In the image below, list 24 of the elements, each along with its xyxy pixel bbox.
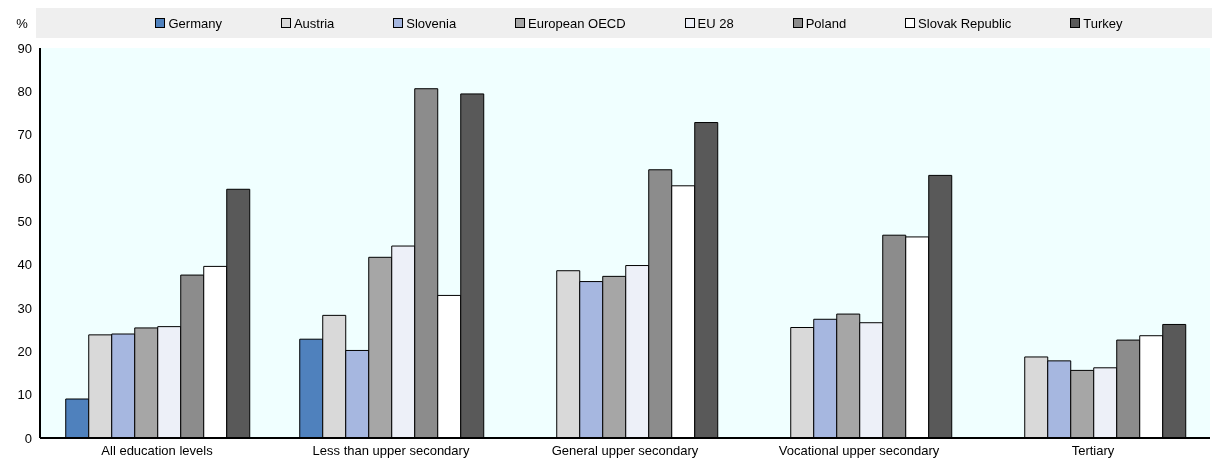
y-axis-title: % xyxy=(15,15,29,31)
legend-label: Austria xyxy=(293,15,335,31)
y-tick-label: 10 xyxy=(17,387,32,403)
x-tick-label: Less than upper secondary xyxy=(312,443,470,459)
y-tick-label: 50 xyxy=(17,213,32,229)
y-tick-label: 40 xyxy=(17,257,32,273)
y-tick-label: 70 xyxy=(17,127,32,143)
legend-label: Germany xyxy=(168,15,222,31)
legend-label: Slovak Republic xyxy=(918,15,1012,31)
y-tick-label: 0 xyxy=(24,430,32,446)
legend-label: Slovenia xyxy=(406,15,457,31)
y-tick-label: 80 xyxy=(17,83,32,99)
legend-label: Poland xyxy=(805,15,847,31)
legend-label: Turkey xyxy=(1083,15,1123,31)
legend-label: European OECD xyxy=(528,15,626,31)
y-tick-label: 60 xyxy=(17,170,32,186)
y-tick-label: 90 xyxy=(17,40,32,56)
y-tick-label: 30 xyxy=(17,300,32,316)
x-tick-label: Vocational upper secondary xyxy=(778,443,940,459)
x-tick-label: Tertiary xyxy=(1071,443,1115,459)
y-tick-label: 20 xyxy=(17,343,32,359)
x-tick-label: General upper secondary xyxy=(551,443,699,459)
legend-label: EU 28 xyxy=(697,15,734,31)
x-tick-label: All education levels xyxy=(101,443,214,459)
